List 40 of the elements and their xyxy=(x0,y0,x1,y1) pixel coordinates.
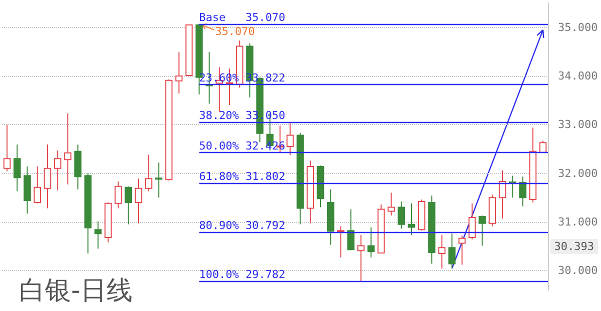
candlestick xyxy=(34,166,42,204)
candlestick xyxy=(337,226,344,258)
ref-line-label: 61.80% 31.802 xyxy=(199,170,286,183)
candlestick xyxy=(398,200,406,230)
candlestick xyxy=(44,144,52,209)
ref-line-label: 80.90% 30.792 xyxy=(199,219,286,232)
candlestick xyxy=(388,192,395,216)
y-tick-label: 32.000 xyxy=(558,166,598,180)
y-tick-label: 30.000 xyxy=(558,264,598,278)
candlestick xyxy=(114,181,122,209)
candlestick xyxy=(14,144,21,192)
candlestick xyxy=(519,176,526,207)
y-tick-label: 33.000 xyxy=(558,118,598,132)
candlestick xyxy=(347,208,354,251)
candlestick xyxy=(94,220,102,250)
candlestick xyxy=(3,124,11,172)
candlestick xyxy=(175,52,183,94)
y-tick-label: 34.000 xyxy=(558,69,598,82)
ref-line-label: Base 35.070 xyxy=(199,10,286,24)
candlestick xyxy=(357,234,365,282)
candlestick xyxy=(286,122,294,156)
candlestick xyxy=(458,235,466,266)
text: 白银-日线 xyxy=(19,276,132,306)
candlestick xyxy=(498,170,506,219)
y-tick-label: 35.000 xyxy=(558,20,598,34)
candlestick xyxy=(134,178,142,224)
annotation: 35.070 xyxy=(215,24,255,38)
y-tick-label: 31.000 xyxy=(558,215,598,228)
candlestick xyxy=(124,186,132,225)
candlestick xyxy=(438,234,446,270)
candlestick xyxy=(64,112,72,185)
candlestick xyxy=(478,215,486,246)
candlestick xyxy=(367,226,375,258)
candlestick xyxy=(155,162,162,198)
text: 30.393 xyxy=(554,240,594,253)
candlestick xyxy=(468,202,476,240)
candlestick xyxy=(54,150,62,191)
candlestick xyxy=(144,154,152,192)
ref-line-label: 100.0% 29.782 xyxy=(199,268,286,282)
candlestick xyxy=(448,233,456,270)
